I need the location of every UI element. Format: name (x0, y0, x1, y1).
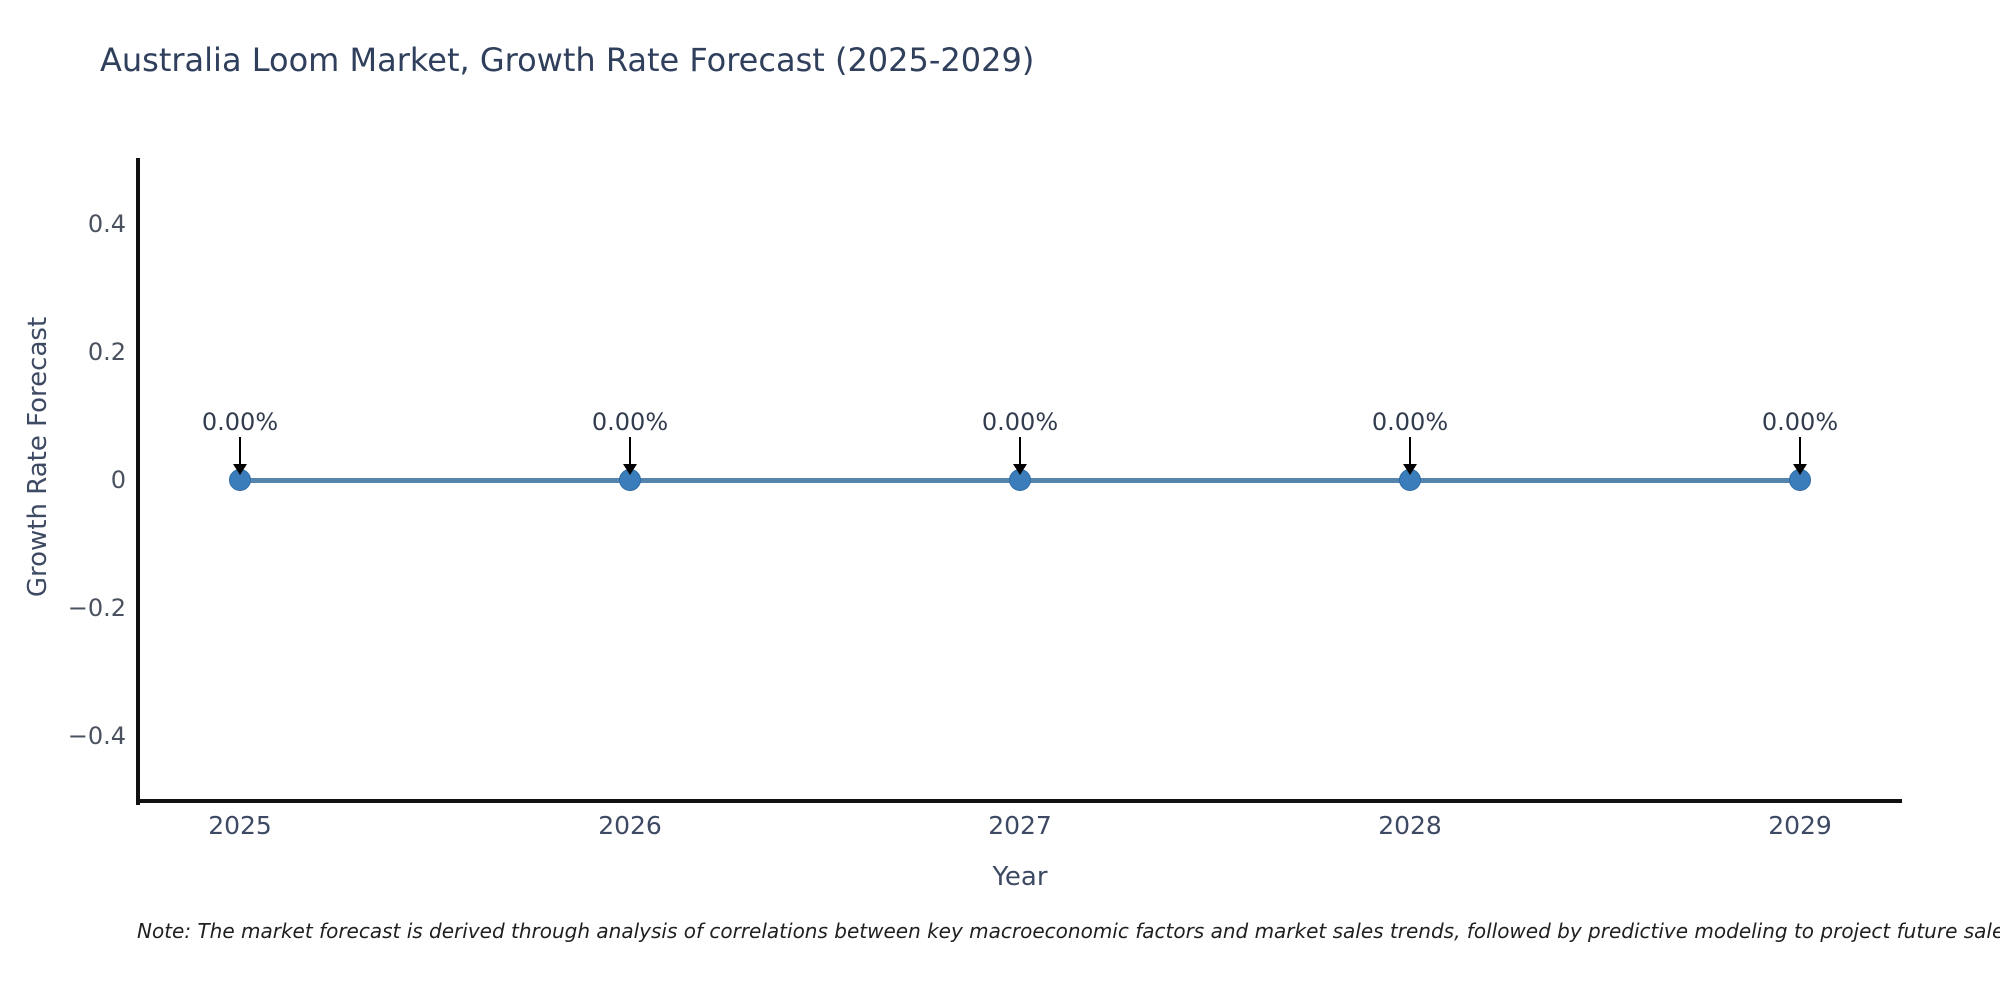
y-axis-line (136, 158, 140, 805)
annotation-arrow-head-icon (623, 464, 637, 475)
y-axis-title: Growth Rate Forecast (23, 316, 53, 598)
footnote: Note: The market forecast is derived thr… (137, 919, 2000, 943)
x-tick-label: 2027 (988, 811, 1052, 840)
y-tick-label: −0.2 (67, 594, 126, 622)
annotation-arrow-stem (629, 437, 631, 465)
y-tick-label: 0 (110, 466, 126, 494)
y-tick-label: 0.4 (87, 210, 126, 238)
point-label: 0.00% (591, 408, 669, 436)
annotation-arrow-head-icon (1793, 464, 1807, 475)
x-tick-label: 2029 (1768, 811, 1832, 840)
annotation-arrow-stem (239, 437, 241, 465)
annotation-arrow-stem (1799, 437, 1801, 465)
y-tick-label: −0.4 (67, 722, 126, 750)
point-label: 0.00% (201, 408, 279, 436)
x-tick-label: 2026 (598, 811, 662, 840)
x-axis-line (136, 799, 1902, 803)
annotation-arrow-stem (1409, 437, 1411, 465)
point-label: 0.00% (981, 408, 1059, 436)
annotation-arrow-head-icon (1013, 464, 1027, 475)
chart-title: Australia Loom Market, Growth Rate Forec… (100, 41, 1035, 79)
y-tick-label: 0.2 (87, 338, 126, 366)
x-tick-label: 2025 (208, 811, 272, 840)
annotation-arrow-head-icon (1403, 464, 1417, 475)
point-label: 0.00% (1371, 408, 1449, 436)
x-tick-label: 2028 (1378, 811, 1442, 840)
annotation-arrow-head-icon (233, 464, 247, 475)
point-label: 0.00% (1761, 408, 1839, 436)
x-axis-title: Year (992, 862, 1048, 892)
annotation-arrow-stem (1019, 437, 1021, 465)
